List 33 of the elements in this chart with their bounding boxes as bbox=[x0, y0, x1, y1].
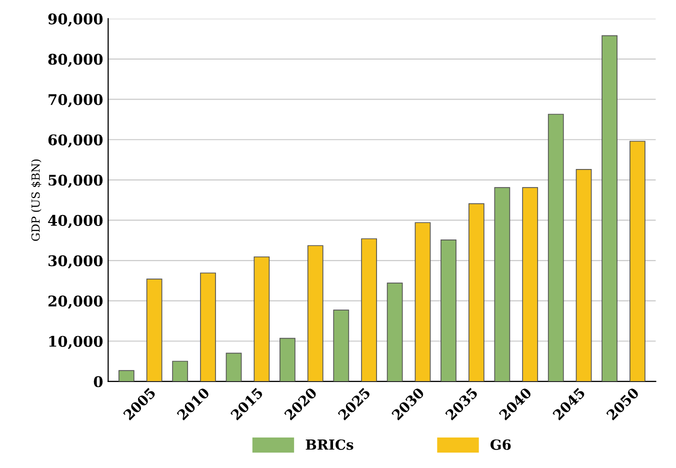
y-axis-title: GDP (US $BN) bbox=[31, 159, 42, 241]
bar bbox=[440, 240, 456, 382]
bar bbox=[386, 282, 403, 382]
bar bbox=[280, 338, 296, 382]
y-tick-label: 40,000 bbox=[48, 214, 103, 228]
y-tick-label: 0 bbox=[94, 376, 103, 388]
bar bbox=[576, 169, 592, 382]
bar bbox=[333, 310, 350, 382]
bar bbox=[602, 35, 618, 382]
bar bbox=[494, 187, 510, 382]
y-tick-label: 90,000 bbox=[48, 13, 103, 27]
y-tick-label: 20,000 bbox=[48, 296, 103, 309]
bar bbox=[200, 272, 216, 382]
bar bbox=[522, 187, 538, 382]
bar bbox=[146, 278, 162, 382]
y-tick-label: 60,000 bbox=[48, 134, 103, 148]
bar bbox=[361, 238, 377, 382]
bar bbox=[630, 140, 646, 382]
y-tick-label: 50,000 bbox=[48, 174, 103, 188]
bar bbox=[548, 114, 564, 382]
y-tick-label: 10,000 bbox=[49, 336, 103, 350]
legend-label: BRICs bbox=[306, 439, 354, 450]
bar bbox=[254, 256, 270, 382]
bar bbox=[468, 203, 484, 382]
legend-label: G6 bbox=[490, 439, 511, 450]
bar bbox=[118, 370, 134, 382]
y-tick-label: 80,000 bbox=[48, 54, 103, 67]
y-tick-label: 70,000 bbox=[48, 94, 103, 108]
bar bbox=[307, 245, 324, 382]
bar bbox=[172, 360, 188, 382]
bar bbox=[226, 352, 242, 382]
y-tick-label: 30,000 bbox=[48, 255, 103, 268]
bar bbox=[414, 222, 431, 382]
